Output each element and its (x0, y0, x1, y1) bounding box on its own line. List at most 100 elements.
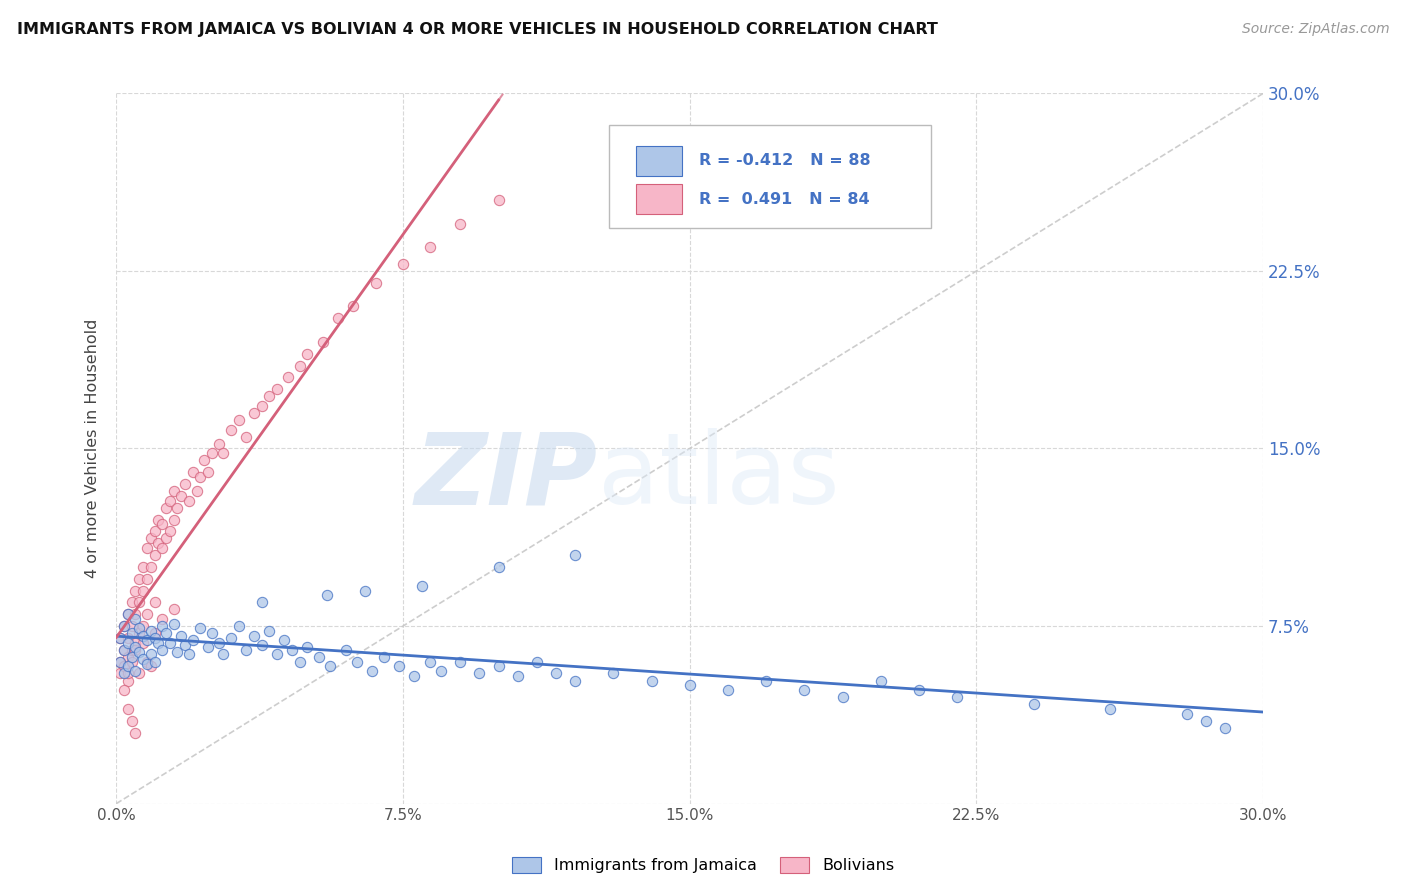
Point (197, 465, 219, 479)
Point (139, 624, 162, 638)
Point (181, 465, 204, 479)
Point (640, 673, 662, 688)
Point (159, 635, 181, 649)
Point (108, 655, 131, 669)
Point (162, 602, 184, 616)
Point (602, 666, 624, 681)
Point (526, 655, 548, 669)
Text: Source: ZipAtlas.com: Source: ZipAtlas.com (1241, 22, 1389, 37)
Point (108, 655, 131, 669)
Point (212, 446, 235, 460)
Point (108, 631, 131, 645)
Point (419, 240, 441, 254)
Point (143, 595, 166, 609)
Point (121, 595, 143, 609)
Point (150, 517, 173, 532)
Point (468, 666, 491, 681)
Point (162, 484, 184, 499)
Point (117, 659, 139, 673)
Point (755, 673, 778, 688)
Point (128, 572, 150, 586)
Point (326, 311, 349, 326)
Point (112, 666, 135, 681)
Point (277, 370, 299, 384)
Point (404, 669, 426, 683)
Point (174, 638, 197, 652)
Point (208, 635, 231, 649)
Point (266, 382, 288, 396)
Point (117, 673, 139, 688)
Point (159, 524, 181, 539)
Point (177, 648, 200, 662)
Point (150, 619, 173, 633)
Point (228, 413, 250, 427)
Point (139, 559, 162, 574)
Point (488, 659, 510, 673)
Point (190, 470, 212, 484)
Point (155, 626, 177, 640)
Point (135, 541, 157, 555)
Point (297, 347, 319, 361)
Point (162, 512, 184, 526)
Point (288, 359, 311, 373)
Point (112, 683, 135, 698)
Point (946, 690, 969, 704)
Point (128, 645, 150, 659)
Point (117, 649, 139, 664)
Point (1099, 702, 1122, 716)
Point (177, 493, 200, 508)
Point (174, 477, 197, 491)
Point (1022, 697, 1045, 711)
Point (908, 683, 931, 698)
Point (162, 616, 184, 631)
Point (312, 334, 335, 349)
Point (135, 655, 157, 669)
Point (148, 536, 170, 550)
Point (228, 619, 250, 633)
Point (190, 622, 212, 636)
Point (117, 607, 139, 622)
Point (361, 664, 384, 678)
Point (181, 633, 204, 648)
Point (124, 725, 146, 739)
Point (132, 635, 155, 649)
Point (112, 642, 135, 657)
Point (135, 633, 157, 648)
Point (143, 524, 166, 539)
Point (273, 633, 295, 648)
Point (121, 642, 143, 657)
Point (132, 619, 155, 633)
Point (128, 622, 150, 636)
Legend: Immigrants from Jamaica, Bolivians: Immigrants from Jamaica, Bolivians (506, 850, 900, 880)
Point (250, 399, 273, 413)
Point (212, 648, 235, 662)
Point (128, 595, 150, 609)
Point (1195, 714, 1218, 728)
Point (235, 642, 257, 657)
Point (117, 607, 139, 622)
Point (112, 619, 135, 633)
Point (150, 612, 173, 626)
Point (121, 649, 143, 664)
Point (506, 669, 529, 683)
Point (166, 645, 188, 659)
Point (793, 683, 815, 698)
Point (112, 642, 135, 657)
Text: IMMIGRANTS FROM JAMAICA VS BOLIVIAN 4 OR MORE VEHICLES IN HOUSEHOLD CORRELATION : IMMIGRANTS FROM JAMAICA VS BOLIVIAN 4 OR… (17, 22, 938, 37)
Point (870, 673, 893, 688)
Point (117, 631, 139, 645)
Point (112, 659, 135, 673)
Point (135, 607, 157, 622)
Point (121, 619, 143, 633)
Point (121, 655, 143, 669)
Point (108, 631, 131, 645)
Point (392, 257, 415, 271)
Point (117, 635, 139, 649)
Point (124, 635, 146, 649)
Point (308, 649, 330, 664)
Point (831, 690, 853, 704)
Point (124, 612, 146, 626)
Point (235, 430, 257, 444)
Point (388, 659, 411, 673)
Point (266, 648, 288, 662)
